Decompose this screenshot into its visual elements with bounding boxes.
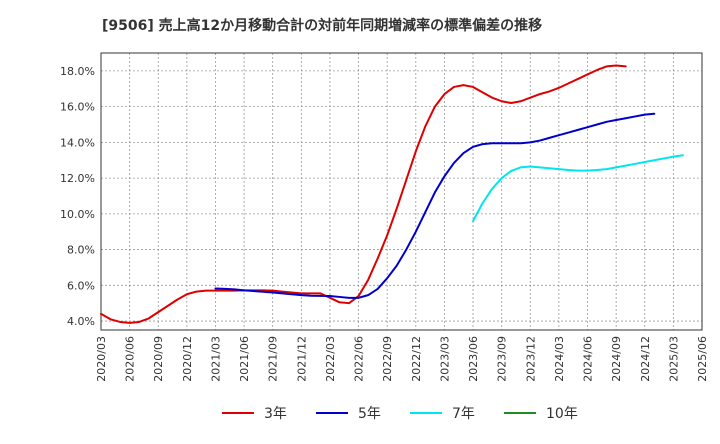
series-line-5年	[214, 112, 656, 299]
x-tick-label: 2025/06	[696, 336, 709, 382]
x-tick-label: 2022/09	[381, 336, 394, 382]
series-line-7年	[472, 154, 684, 222]
x-tick-label: 2021/12	[295, 336, 308, 382]
x-tick-label: 2021/03	[209, 336, 222, 382]
y-tick-label: 10.0%	[60, 208, 95, 221]
chart-title: [9506] 売上高12か月移動合計の対前年同期増減率の標準偏差の推移	[102, 17, 542, 34]
x-tick-label: 2023/12	[524, 336, 537, 382]
legend-label: 3年	[264, 406, 287, 422]
x-tick-label: 2024/12	[639, 336, 652, 382]
grid-layer	[100, 53, 703, 330]
x-tick-label: 2022/12	[410, 336, 423, 382]
x-tick-label: 2024/06	[582, 336, 595, 382]
x-tick-label: 2023/03	[438, 336, 451, 382]
x-axis: 2020/03 2020/06 2020/09 2020/12 2021/03 2021/…	[95, 336, 709, 382]
y-tick-label: 12.0%	[60, 172, 95, 185]
series-line-3年	[100, 64, 627, 324]
x-tick-label: 2021/06	[238, 336, 251, 382]
y-tick-label: 8.0%	[67, 244, 95, 257]
y-tick-label: 14.0%	[60, 136, 95, 149]
x-tick-label: 2020/03	[95, 336, 108, 382]
legend-label: 5年	[358, 406, 381, 422]
legend-label: 7年	[452, 406, 475, 422]
y-tick-label: 18.0%	[60, 65, 95, 78]
series-layer	[100, 64, 684, 324]
x-tick-label: 2022/06	[353, 336, 366, 382]
x-tick-label: 2020/12	[181, 336, 194, 382]
x-tick-label: 2024/09	[610, 336, 623, 382]
x-tick-label: 2020/06	[124, 336, 137, 382]
x-tick-label: 2022/03	[324, 336, 337, 382]
plot-frame	[100, 52, 703, 331]
x-tick-label: 2020/09	[152, 336, 165, 382]
x-tick-label: 2023/06	[467, 336, 480, 382]
legend: 3年 5年 7年 10年	[222, 406, 578, 422]
y-axis: 4.0% 6.0% 8.0% 10.0% 12.0% 14.0% 16.0% 18.0%	[60, 65, 95, 328]
y-tick-label: 4.0%	[67, 315, 95, 328]
x-tick-label: 2021/09	[267, 336, 280, 382]
x-tick-label: 2025/03	[667, 336, 680, 382]
x-tick-label: 2023/09	[496, 336, 509, 382]
legend-label: 10年	[546, 406, 578, 422]
plot-border	[100, 52, 703, 331]
y-tick-label: 16.0%	[60, 101, 95, 114]
x-tick-label: 2024/03	[553, 336, 566, 382]
y-tick-label: 6.0%	[67, 279, 95, 292]
